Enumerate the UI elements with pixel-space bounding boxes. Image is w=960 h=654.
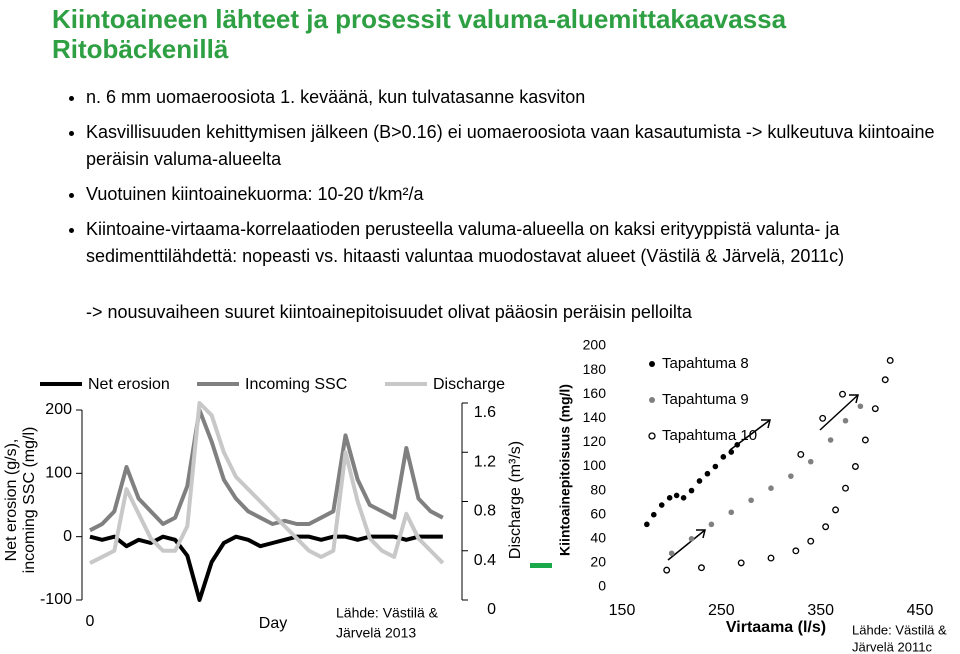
x-tick-label: 250 <box>708 602 735 619</box>
legend-label: Discharge <box>433 376 505 393</box>
source: Lähde: Västilä & <box>336 605 439 621</box>
y-tick-label: 140 <box>583 409 607 425</box>
point <box>807 458 814 465</box>
legend-marker <box>649 361 655 367</box>
y-tick-label: 180 <box>583 361 607 377</box>
point <box>832 506 840 514</box>
point <box>807 537 815 545</box>
y-axis-label: incoming SSC (mg/l) <box>21 427 38 574</box>
legend-label: Tapahtuma 9 <box>662 391 749 408</box>
legend-marker <box>648 432 656 440</box>
bullet-list: n. 6 mm uomaeroosiota 1. keväänä, kun tu… <box>50 84 960 278</box>
point <box>857 403 864 410</box>
point <box>822 523 830 531</box>
point <box>881 376 889 384</box>
x-axis-label: Day <box>259 615 287 632</box>
point <box>668 550 675 557</box>
y2-axis-label: Discharge (m³/s) <box>507 441 524 559</box>
y-tick-label: 0 <box>63 528 72 545</box>
point <box>748 497 754 504</box>
y-tick-label: 0 <box>598 578 606 594</box>
legend-label: Net erosion <box>88 376 170 393</box>
point <box>720 454 727 460</box>
point <box>696 478 703 484</box>
arrows <box>667 394 859 561</box>
point <box>792 547 800 555</box>
point <box>666 495 673 501</box>
legend-label: Tapahtuma 10 <box>662 427 757 444</box>
point <box>871 405 879 413</box>
point <box>688 536 695 542</box>
bullet: Vuotuinen kiintoainekuorma: 10-20 t/km²/… <box>86 181 960 208</box>
y-tick-label: 40 <box>590 530 606 546</box>
point <box>788 473 794 479</box>
point <box>768 485 774 491</box>
source: Järvelä 2013 <box>336 625 416 641</box>
legend-label: Tapahtuma 8 <box>662 355 749 372</box>
point <box>839 390 846 398</box>
point <box>842 417 849 424</box>
legend-label: Incoming SSC <box>245 376 347 393</box>
point <box>680 495 687 501</box>
y-tick-label: 80 <box>590 481 606 497</box>
point <box>737 559 745 567</box>
x-axis-label: Virtaama (l/s) <box>726 619 826 636</box>
y2-tick-label: 0 <box>487 601 496 618</box>
point <box>797 451 805 458</box>
y-tick-label: 60 <box>590 505 606 521</box>
bullet: n. 6 mm uomaeroosiota 1. keväänä, kun tu… <box>86 84 960 111</box>
point <box>886 357 894 364</box>
series-line <box>89 534 443 602</box>
point <box>728 449 735 455</box>
point <box>827 437 834 443</box>
point <box>644 521 650 528</box>
y-tick-label: 100 <box>583 457 607 473</box>
y-tick-label: -100 <box>40 591 72 608</box>
y-tick-label: 200 <box>583 337 607 353</box>
y2-tick-label: 1.6 <box>474 404 496 421</box>
y2-tick-label: 0.4 <box>474 552 496 569</box>
point <box>688 487 695 494</box>
x-tick-label: 0 <box>86 613 95 630</box>
point <box>712 463 719 470</box>
x-tick-label: 350 <box>807 602 834 619</box>
y2-tick-label: 1.2 <box>474 453 496 470</box>
note: -> nousuvaiheen suuret kiintoainepitoisu… <box>86 302 692 322</box>
y-axis-label: Kiintoainepitoisuus (mg/l) <box>557 384 573 556</box>
point <box>673 492 680 499</box>
source: Lähde: Västilä & <box>852 622 947 637</box>
point <box>767 554 775 562</box>
series-line <box>89 408 444 533</box>
y-axis-label: Net erosion (g/s), <box>3 439 20 562</box>
y-tick-label: 200 <box>45 401 72 418</box>
series-line <box>89 401 445 565</box>
source: Järvelä 2011c <box>852 639 932 654</box>
legend-marker <box>649 397 655 403</box>
point <box>658 502 665 508</box>
point <box>861 436 869 444</box>
y-tick-label: 100 <box>45 465 72 482</box>
y-tick-label: 20 <box>590 554 606 570</box>
x-tick-label: 450 <box>907 602 934 619</box>
bullet: Kiintoaine-virtaama-korrelaatioden perus… <box>86 216 960 270</box>
point <box>842 484 849 492</box>
point <box>708 521 715 528</box>
bullet: Kasvillisuuden kehittymisen jälkeen (B>0… <box>86 119 960 173</box>
point <box>819 414 827 422</box>
point <box>704 470 711 477</box>
point <box>663 566 671 574</box>
point <box>734 442 741 448</box>
y-tick-label: 120 <box>583 433 607 449</box>
y2-tick-label: 0.8 <box>474 503 496 520</box>
green-mark <box>530 563 552 568</box>
point <box>698 564 705 572</box>
point <box>650 511 657 518</box>
point <box>728 509 735 516</box>
y-tick-label: 160 <box>583 385 607 401</box>
x-tick-label: 150 <box>609 602 636 619</box>
slide-title: Kiintoaineen lähteet ja prosessit valuma… <box>52 4 787 64</box>
point <box>851 463 859 470</box>
